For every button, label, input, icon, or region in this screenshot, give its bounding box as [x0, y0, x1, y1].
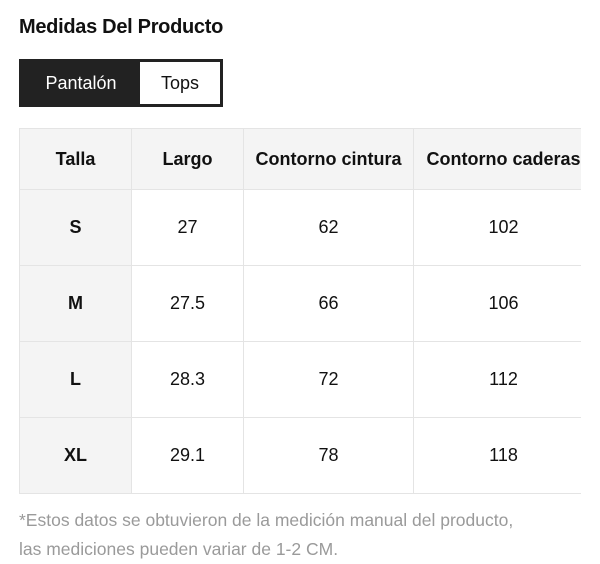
- table-header-row: Talla Largo Contorno cintura Contorno ca…: [19, 128, 581, 190]
- cell-largo: 27: [131, 189, 244, 266]
- header-contorno-caderas: Contorno caderas: [413, 128, 581, 190]
- tab-pantalon[interactable]: Pantalón: [22, 62, 140, 104]
- cell-size: XL: [19, 417, 132, 494]
- header-largo: Largo: [131, 128, 244, 190]
- size-table-container[interactable]: Talla Largo Contorno cintura Contorno ca…: [19, 128, 581, 494]
- cell-cintura: 62: [243, 189, 414, 266]
- cell-size: M: [19, 265, 132, 342]
- table-row: S 27 62 102: [19, 189, 581, 266]
- table-row: L 28.3 72 112: [19, 341, 581, 418]
- category-toggle: Pantalón Tops: [19, 59, 223, 107]
- header-contorno-cintura: Contorno cintura: [243, 128, 414, 190]
- cell-cintura: 66: [243, 265, 414, 342]
- cell-size: S: [19, 189, 132, 266]
- cell-cintura: 72: [243, 341, 414, 418]
- cell-caderas: 112: [413, 341, 581, 418]
- note-line-1: *Estos datos se obtuvieron de la medició…: [19, 510, 514, 530]
- tab-tops[interactable]: Tops: [140, 62, 220, 104]
- table-row: XL 29.1 78 118: [19, 417, 581, 494]
- cell-largo: 27.5: [131, 265, 244, 342]
- header-talla: Talla: [19, 128, 132, 190]
- table-row: M 27.5 66 106: [19, 265, 581, 342]
- cell-caderas: 102: [413, 189, 581, 266]
- cell-largo: 29.1: [131, 417, 244, 494]
- page-title: Medidas Del Producto: [19, 16, 224, 38]
- size-table: Talla Largo Contorno cintura Contorno ca…: [19, 128, 581, 494]
- measurement-note: *Estos datos se obtuvieron de la medició…: [19, 506, 589, 564]
- note-line-2: las mediciones pueden variar de 1-2 CM.: [19, 539, 339, 559]
- cell-caderas: 118: [413, 417, 581, 494]
- cell-cintura: 78: [243, 417, 414, 494]
- cell-caderas: 106: [413, 265, 581, 342]
- cell-size: L: [19, 341, 132, 418]
- cell-largo: 28.3: [131, 341, 244, 418]
